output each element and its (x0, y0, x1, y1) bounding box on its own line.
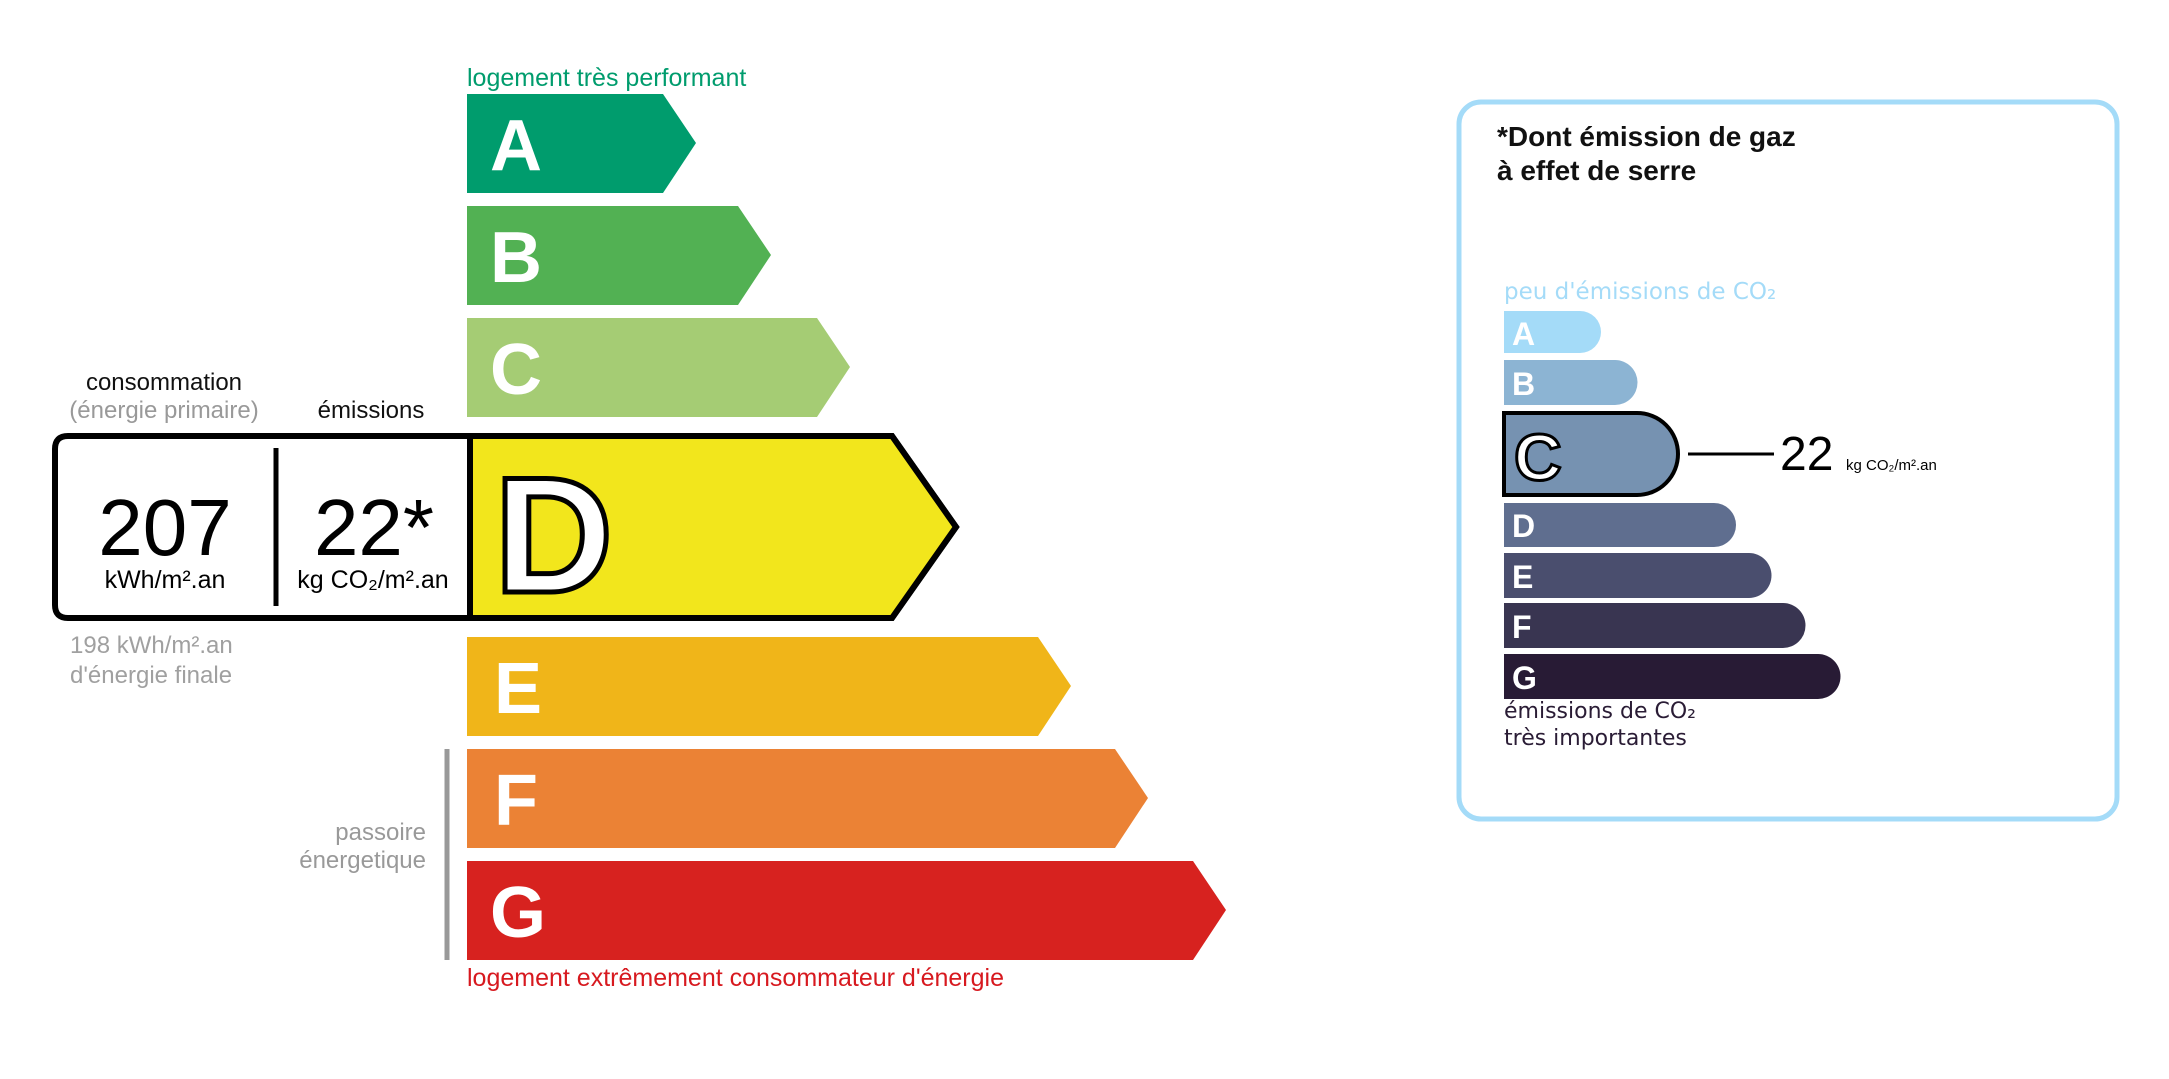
ges-letter-d: D (1512, 508, 1535, 544)
energy-letter-d: D (494, 443, 613, 627)
energy-bar-b (467, 206, 771, 305)
energy-letter-e: E (494, 649, 542, 729)
energy-class-d-current: D 207 kWh/m².an 22* kg CO₂/m².an (52, 433, 960, 630)
ges-bar-c (1502, 411, 1680, 497)
ges-class-b: B (1504, 360, 1638, 405)
passoire-label-1: passoire (335, 819, 426, 846)
energy-class-g: G (467, 861, 1226, 960)
ges-class-g: G (1504, 654, 1841, 699)
emissions-value: 22* (314, 483, 434, 572)
ges-letter-a: A (1512, 316, 1535, 352)
energy-letter-c: C (490, 330, 542, 410)
ges-class-a: A (1504, 311, 1601, 353)
energy-letter-a: A (490, 106, 542, 186)
ges-value: 22 (1780, 428, 1833, 481)
energy-bar-e (467, 637, 1071, 736)
ges-class-d: D (1504, 503, 1736, 547)
ges-bar-g (1504, 654, 1841, 699)
emissions-label: émissions (318, 397, 425, 424)
energy-letter-g: G (490, 873, 546, 953)
energy-bar-g (467, 861, 1226, 960)
ges-bar-a (1504, 311, 1601, 353)
ges-unit: kg CO₂/m².an (1846, 457, 1937, 474)
consumption-value: 207 (98, 483, 231, 572)
consumption-sublabel: (énergie primaire) (69, 397, 258, 424)
energy-letter-b: B (490, 218, 542, 298)
energy-bar-a (467, 94, 696, 193)
ges-title-1: *Dont émission de gaz (1497, 121, 1796, 152)
energy-class-c: C (467, 318, 850, 417)
energy-bar-c (467, 318, 850, 417)
energy-bar-f (467, 749, 1148, 848)
energy-bottom-label: logement extrêmement consommateur d'éner… (467, 964, 1004, 992)
energy-letter-f: F (494, 761, 538, 841)
ges-title-2: à effet de serre (1497, 155, 1696, 186)
energy-class-f: F (467, 749, 1148, 848)
ges-letter-c: C (1514, 420, 1562, 494)
ges-bottom-label-1: émissions de CO₂ (1504, 699, 1696, 724)
energy-bar-d (467, 433, 960, 621)
energy-top-label: logement très performant (467, 64, 746, 92)
energy-class-b: B (467, 206, 771, 305)
ges-letter-e: E (1512, 559, 1533, 595)
ges-bar-b (1504, 360, 1638, 405)
ges-top-label: peu d'émissions de CO₂ (1504, 279, 1776, 305)
ges-letter-g: G (1512, 660, 1537, 696)
final-energy-value: 198 kWh/m².an (70, 632, 233, 659)
consumption-label: consommation (86, 369, 242, 396)
ges-bar-e (1504, 553, 1772, 598)
consumption-unit: kWh/m².an (105, 566, 226, 594)
energy-class-e: E (467, 637, 1071, 736)
ges-bar-d (1504, 503, 1736, 547)
ges-class-e: E (1504, 553, 1772, 598)
ges-letter-f: F (1512, 609, 1532, 645)
ges-bar-f (1504, 603, 1806, 648)
passoire-label-2: énergetique (299, 847, 426, 874)
emissions-unit: kg CO₂/m².an (297, 566, 448, 594)
ges-class-c-current: C 22 kg CO₂/m².an (1502, 411, 1937, 497)
energy-class-a: A (467, 94, 696, 193)
ges-letter-b: B (1512, 366, 1535, 402)
final-energy-label: d'énergie finale (70, 662, 232, 689)
ges-class-f: F (1504, 603, 1806, 648)
ges-bottom-label-2: très importantes (1504, 726, 1687, 751)
